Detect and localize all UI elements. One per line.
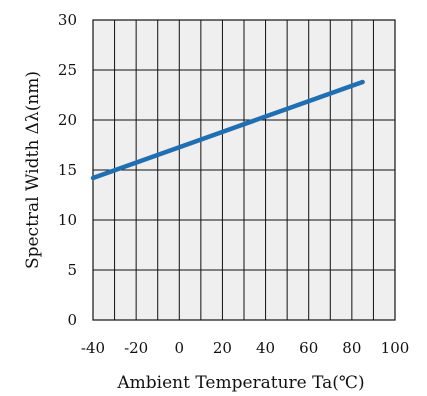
y-tick-label: 25 <box>58 61 77 79</box>
x-tick-label: 0 <box>175 339 185 357</box>
x-tick-label: 40 <box>256 339 275 357</box>
x-tick-label: 100 <box>381 339 410 357</box>
x-tick-label: -20 <box>124 339 148 357</box>
y-tick-labels: 0 5 10 15 20 25 30 <box>58 11 77 329</box>
y-tick-label: 10 <box>58 211 77 229</box>
plot-frame <box>92 19 396 321</box>
y-tick-label: 15 <box>58 161 77 179</box>
y-tick-label: 20 <box>58 111 77 129</box>
x-axis-label: Ambient Temperature Ta(℃) <box>116 373 364 393</box>
series <box>90 79 365 181</box>
y-axis-label: Spectral Width Δλ(nm) <box>23 71 43 269</box>
y-tick-label: 5 <box>67 261 77 279</box>
y-tick-label: 0 <box>67 311 77 329</box>
x-tick-label: 20 <box>213 339 232 357</box>
grid-lines <box>93 20 395 320</box>
x-tick-label: -40 <box>81 339 105 357</box>
x-tick-labels: -40 -20 0 20 40 60 80 100 <box>81 339 409 357</box>
x-tick-label: 80 <box>342 339 361 357</box>
series-line <box>90 79 365 181</box>
y-tick-label: 30 <box>58 11 77 29</box>
x-tick-label: 60 <box>299 339 318 357</box>
